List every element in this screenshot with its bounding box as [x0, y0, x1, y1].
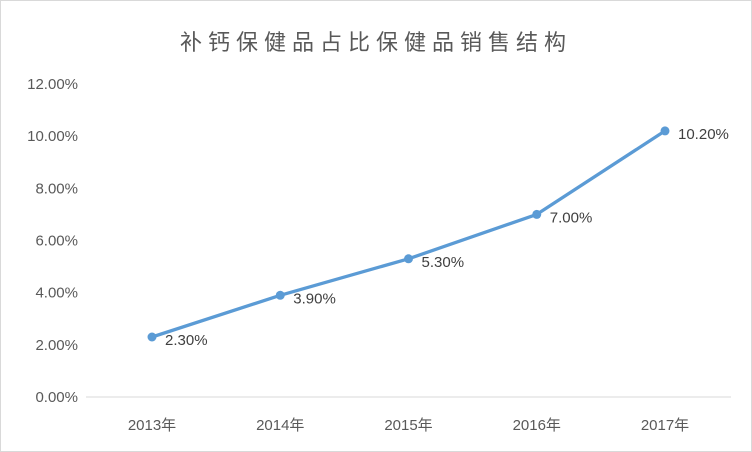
data-point-label: 5.30% [422, 254, 465, 271]
data-point-label: 10.20% [678, 126, 729, 143]
y-axis-tick-label: 8.00% [35, 180, 78, 197]
x-axis-tick-label: 2017年 [641, 417, 689, 434]
data-point-label: 3.90% [293, 290, 336, 307]
y-axis-tick-label: 4.00% [35, 285, 78, 302]
x-axis-tick-label: 2014年 [256, 417, 304, 434]
y-axis-tick-label: 2.00% [35, 337, 78, 354]
y-axis-tick-label: 10.00% [27, 128, 78, 145]
chart-title: 补钙保健品占比保健品销售结构 [179, 30, 572, 55]
data-point-marker [532, 209, 542, 219]
y-axis-tick-label: 6.00% [35, 233, 78, 250]
data-point-marker [147, 332, 157, 342]
x-axis-tick-label: 2013年 [128, 417, 176, 434]
data-point-marker [660, 126, 670, 136]
y-axis-tick-label: 12.00% [27, 76, 78, 93]
data-point-label: 2.30% [165, 332, 208, 349]
data-point-marker [275, 290, 285, 300]
data-point-marker [404, 254, 413, 264]
x-axis-tick-label: 2016年 [513, 417, 561, 434]
y-axis-tick-label: 0.00% [35, 389, 78, 406]
series-line [150, 129, 667, 339]
x-axis-tick-label: 2015年 [384, 417, 432, 434]
data-point-label: 7.00% [550, 209, 593, 226]
